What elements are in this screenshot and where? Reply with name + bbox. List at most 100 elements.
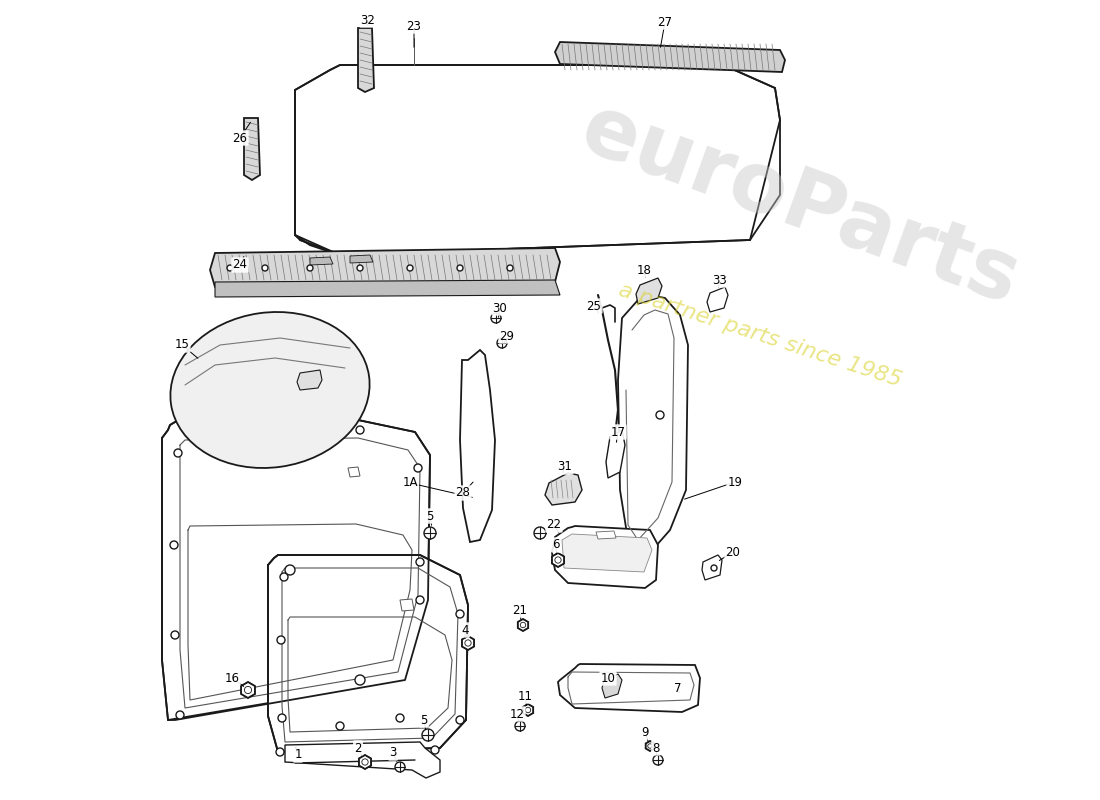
- Circle shape: [456, 265, 463, 271]
- Polygon shape: [636, 278, 662, 304]
- Polygon shape: [310, 257, 333, 265]
- Text: 27: 27: [658, 15, 672, 29]
- Circle shape: [407, 265, 412, 271]
- Polygon shape: [241, 682, 255, 698]
- Polygon shape: [285, 742, 440, 778]
- Polygon shape: [295, 65, 780, 255]
- Text: euroParts: euroParts: [570, 88, 1030, 322]
- Circle shape: [507, 265, 513, 271]
- Circle shape: [356, 426, 364, 434]
- Text: 1: 1: [295, 749, 301, 762]
- Text: 21: 21: [513, 603, 528, 617]
- Polygon shape: [556, 42, 785, 72]
- Polygon shape: [606, 430, 625, 478]
- Circle shape: [262, 265, 268, 271]
- Text: 3: 3: [389, 746, 397, 759]
- Polygon shape: [552, 526, 658, 588]
- Circle shape: [174, 449, 182, 457]
- Polygon shape: [462, 636, 474, 650]
- Text: 26: 26: [232, 131, 248, 145]
- Circle shape: [534, 527, 546, 539]
- Circle shape: [176, 711, 184, 719]
- Circle shape: [653, 755, 663, 765]
- Polygon shape: [518, 619, 528, 631]
- Text: 28: 28: [455, 486, 471, 499]
- Polygon shape: [350, 255, 373, 263]
- Text: 4: 4: [461, 623, 469, 637]
- Text: 17: 17: [610, 426, 626, 438]
- Circle shape: [526, 707, 530, 713]
- Circle shape: [456, 716, 464, 724]
- Circle shape: [276, 748, 284, 756]
- Polygon shape: [244, 118, 260, 180]
- Circle shape: [244, 686, 252, 694]
- Circle shape: [285, 565, 295, 575]
- Ellipse shape: [170, 312, 370, 468]
- Polygon shape: [210, 248, 560, 287]
- Circle shape: [497, 338, 507, 348]
- Polygon shape: [522, 704, 534, 716]
- Circle shape: [520, 622, 526, 628]
- Circle shape: [422, 729, 435, 741]
- Circle shape: [395, 762, 405, 772]
- Circle shape: [277, 636, 285, 644]
- Text: 20: 20: [726, 546, 740, 558]
- Circle shape: [278, 714, 286, 722]
- Polygon shape: [707, 287, 728, 312]
- Circle shape: [358, 265, 363, 271]
- Text: 7: 7: [674, 682, 682, 694]
- Text: 32: 32: [361, 14, 375, 26]
- Text: 23: 23: [407, 19, 421, 33]
- Text: 5: 5: [427, 510, 433, 522]
- Text: 25: 25: [586, 299, 602, 313]
- Polygon shape: [297, 370, 322, 390]
- Text: 33: 33: [713, 274, 727, 286]
- Text: 12: 12: [509, 707, 525, 721]
- Circle shape: [336, 722, 344, 730]
- Polygon shape: [359, 755, 371, 769]
- Circle shape: [711, 565, 717, 571]
- Text: 6: 6: [552, 538, 560, 551]
- Circle shape: [227, 265, 233, 271]
- Circle shape: [456, 610, 464, 618]
- Text: 19: 19: [727, 475, 742, 489]
- Circle shape: [416, 558, 424, 566]
- Circle shape: [554, 557, 561, 563]
- Text: 11: 11: [517, 690, 532, 702]
- Polygon shape: [358, 28, 374, 92]
- Polygon shape: [308, 80, 768, 250]
- Text: 8: 8: [652, 742, 660, 754]
- Text: 5: 5: [420, 714, 428, 726]
- Polygon shape: [162, 420, 430, 720]
- Circle shape: [424, 527, 436, 539]
- Circle shape: [465, 640, 471, 646]
- Polygon shape: [562, 534, 652, 572]
- Text: 1A: 1A: [403, 477, 418, 490]
- Polygon shape: [552, 553, 564, 567]
- Polygon shape: [348, 467, 360, 477]
- Polygon shape: [558, 664, 700, 712]
- Polygon shape: [268, 555, 468, 752]
- Polygon shape: [544, 473, 582, 505]
- Polygon shape: [646, 741, 654, 751]
- Text: 24: 24: [232, 258, 248, 271]
- Circle shape: [648, 744, 652, 748]
- Text: 9: 9: [641, 726, 649, 738]
- Polygon shape: [596, 531, 616, 539]
- Circle shape: [170, 631, 179, 639]
- Text: 30: 30: [493, 302, 507, 314]
- Text: 22: 22: [547, 518, 561, 531]
- Polygon shape: [602, 674, 621, 698]
- Circle shape: [416, 596, 424, 604]
- Circle shape: [491, 313, 501, 323]
- Text: 10: 10: [601, 671, 615, 685]
- Circle shape: [170, 541, 178, 549]
- Text: 18: 18: [637, 263, 651, 277]
- Polygon shape: [460, 350, 495, 542]
- Polygon shape: [702, 555, 722, 580]
- Circle shape: [515, 721, 525, 731]
- Circle shape: [656, 411, 664, 419]
- Text: 29: 29: [499, 330, 515, 342]
- Text: 31: 31: [558, 461, 572, 474]
- Circle shape: [431, 746, 439, 754]
